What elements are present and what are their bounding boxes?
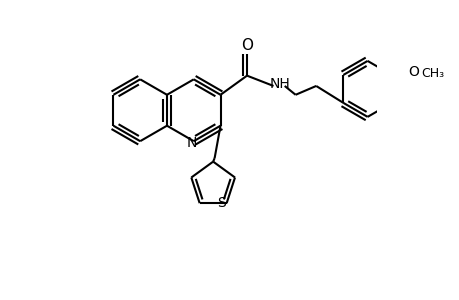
Text: CH₃: CH₃ [420,67,444,80]
Text: O: O [407,65,418,79]
Text: NH: NH [269,77,290,92]
Text: N: N [186,136,196,150]
Text: O: O [241,38,252,53]
Text: S: S [217,196,225,210]
